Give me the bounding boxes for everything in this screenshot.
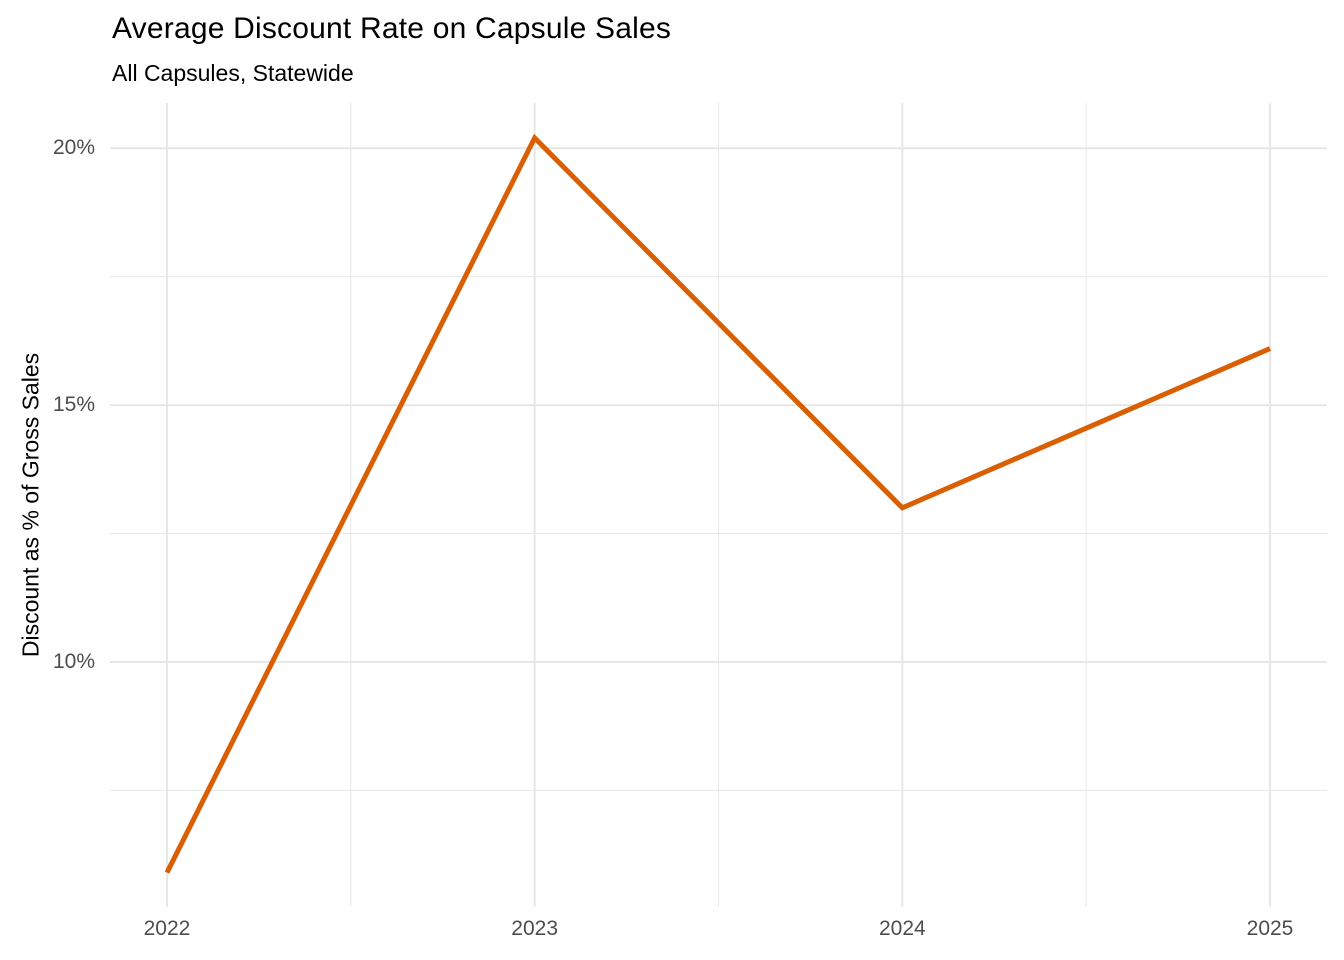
y-tick-label: 10% [52, 649, 95, 673]
y-tick-label: 20% [52, 136, 95, 160]
y-tick-label: 15% [52, 393, 95, 417]
x-tick-label: 2025 [1246, 917, 1294, 940]
chart-subtitle: All Capsules, Statewide [112, 60, 354, 86]
series-line [164, 133, 1272, 874]
x-tick-label: 2024 [878, 917, 926, 940]
x-tick-label: 2023 [511, 917, 559, 940]
chart-title: Average Discount Rate on Capsule Sales [112, 12, 672, 45]
x-tick-label: 2022 [143, 917, 191, 940]
